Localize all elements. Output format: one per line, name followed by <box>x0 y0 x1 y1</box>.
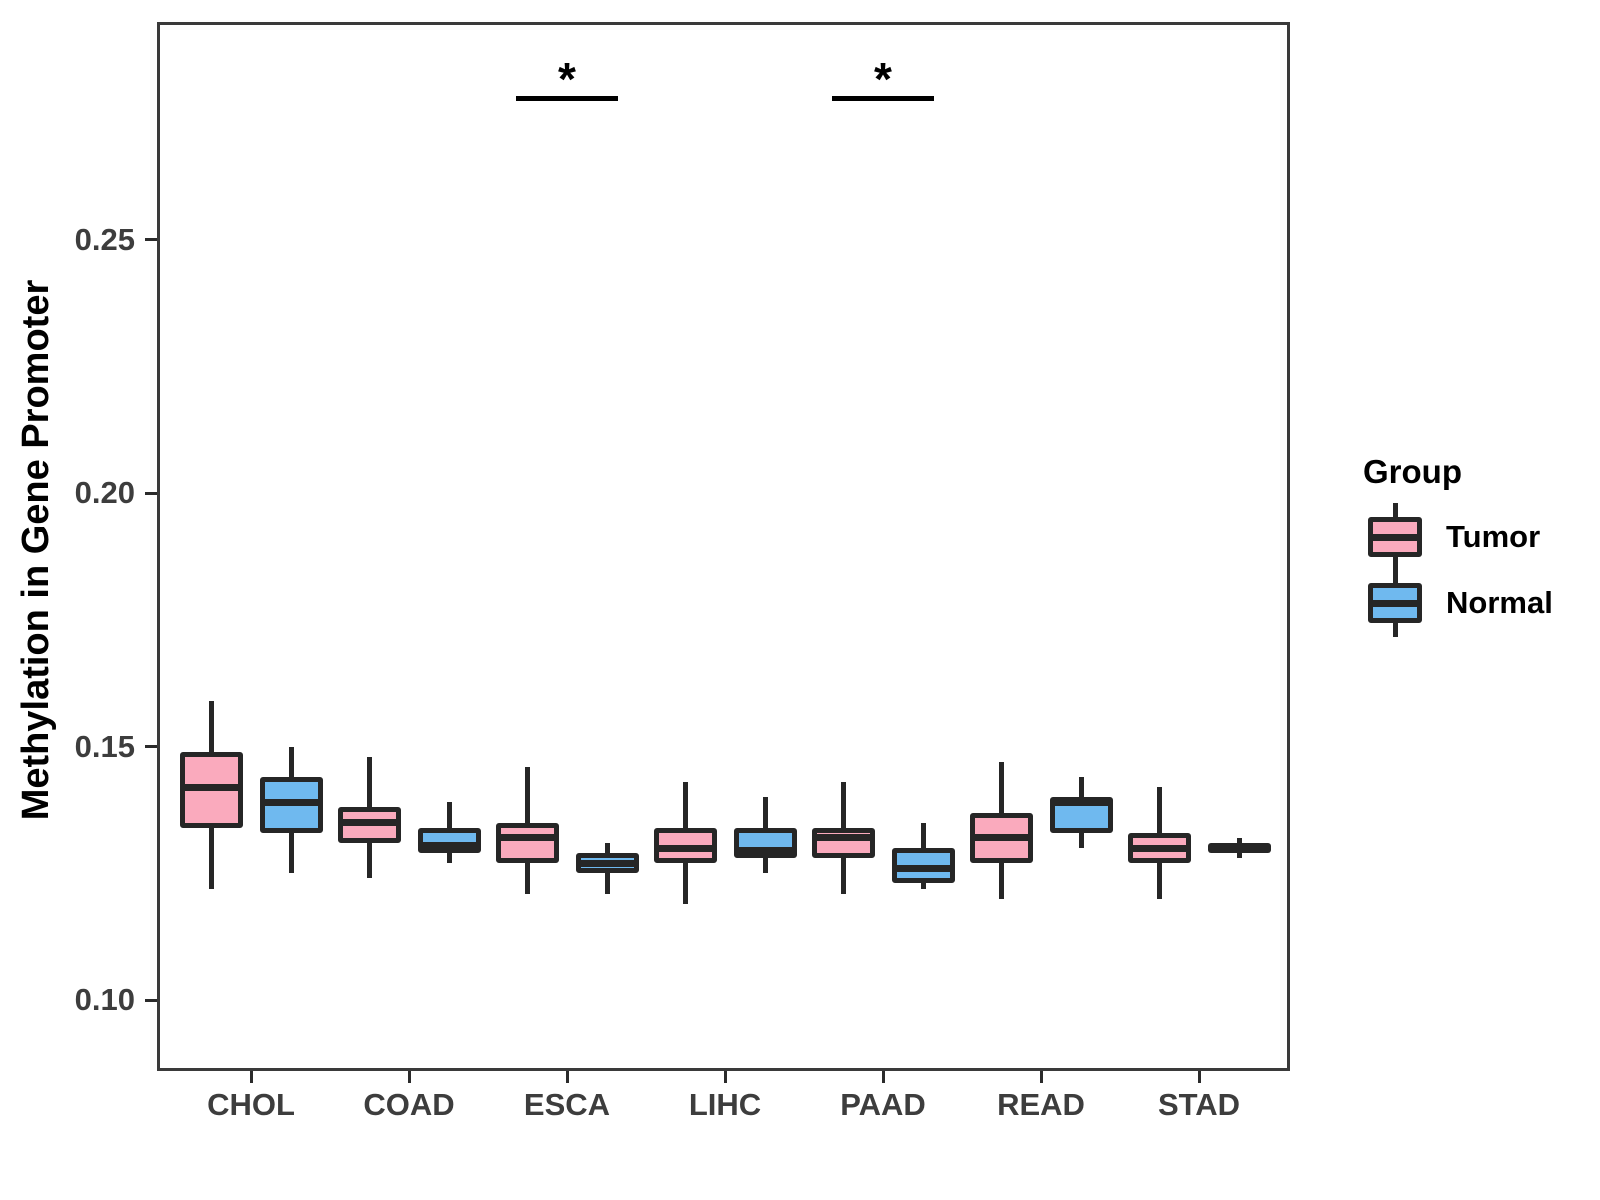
significance-line-esca <box>516 95 618 101</box>
y-axis-tick <box>145 745 157 749</box>
x-category-label: COAD <box>363 1087 455 1122</box>
x-category-label: PAAD <box>840 1087 926 1122</box>
x-category-label: STAD <box>1157 1087 1241 1122</box>
box-tumor-esca <box>495 822 559 864</box>
legend-label-tumor: Tumor <box>1446 519 1541 554</box>
y-axis-tick-label: 0.25 <box>74 221 135 257</box>
legend-key-boxplot-icon <box>1368 569 1422 637</box>
median-tumor-stad <box>1131 844 1187 852</box>
median-normal-paad <box>895 864 951 872</box>
legend-label-normal: Normal <box>1446 585 1553 620</box>
legend-key-median <box>1372 534 1418 541</box>
median-normal-stad <box>1211 844 1267 852</box>
x-axis-tick <box>1197 1071 1201 1083</box>
y-axis-tick <box>145 998 157 1002</box>
median-normal-esca <box>579 859 635 867</box>
x-category-label: READ <box>997 1087 1085 1122</box>
x-axis-tick <box>249 1071 253 1083</box>
median-tumor-esca <box>499 834 555 842</box>
legend-entry-normal: Normal <box>1368 569 1553 637</box>
x-category-label: ESCA <box>523 1087 611 1122</box>
x-category-label: LIHC <box>688 1087 762 1122</box>
x-axis-tick <box>1039 1071 1043 1083</box>
plot-panel <box>157 22 1290 1071</box>
x-category-label: CHOL <box>207 1087 295 1122</box>
box-tumor-paad <box>811 827 875 859</box>
median-tumor-chol <box>183 783 239 791</box>
significance-star-esca: * <box>558 53 576 105</box>
median-normal-read <box>1053 798 1109 806</box>
y-axis-tick <box>145 491 157 495</box>
x-axis-tick <box>881 1071 885 1083</box>
median-tumor-read <box>973 834 1029 842</box>
median-tumor-lihc <box>657 844 713 852</box>
y-axis-tick-label: 0.10 <box>74 982 135 1018</box>
legend-title: Group <box>1363 453 1462 490</box>
median-normal-coad <box>421 841 477 849</box>
median-tumor-paad <box>815 834 871 842</box>
legend-key-median <box>1372 600 1418 607</box>
y-axis-tick <box>145 238 157 242</box>
x-axis-tick <box>565 1071 569 1083</box>
y-axis-title: Methylation in Gene Promoter <box>15 279 57 821</box>
median-normal-lihc <box>737 847 793 855</box>
y-axis-tick-label: 0.20 <box>74 475 135 511</box>
median-tumor-coad <box>341 819 397 827</box>
significance-star-paad: * <box>874 53 892 105</box>
y-axis-tick-label: 0.15 <box>74 728 135 764</box>
legend-entry-tumor: Tumor <box>1368 503 1540 571</box>
box-normal-coad <box>417 827 481 854</box>
median-normal-chol <box>263 798 319 806</box>
significance-line-paad <box>832 95 934 101</box>
x-axis-tick <box>723 1071 727 1083</box>
legend-key-boxplot-icon <box>1368 503 1422 571</box>
x-axis-tick <box>407 1071 411 1083</box>
